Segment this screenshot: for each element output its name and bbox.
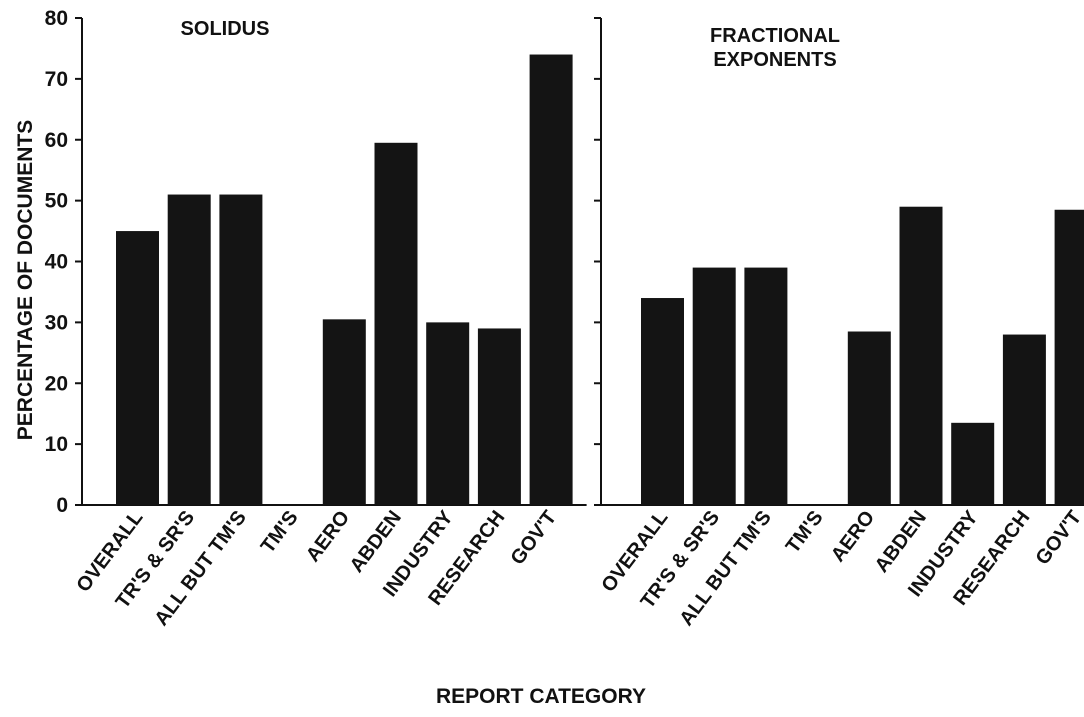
y-tick-label: 40	[45, 251, 68, 274]
fractional-bar-abden	[899, 206, 943, 505]
fractional-bar-research	[1002, 334, 1046, 505]
fractional-category-label-gov-t: GOV'T	[1032, 507, 1084, 569]
y-tick-label: 30	[45, 311, 68, 334]
solidus-bar-overall	[116, 231, 159, 505]
solidus-category-label-gov-t: GOV'T	[507, 507, 562, 569]
fractional-bar-aero	[847, 331, 891, 505]
y-tick-label: 80	[45, 7, 68, 30]
solidus-bar-tr-s-sr-s	[167, 194, 211, 505]
y-axis-title: PERCENTAGE OF DOCUMENTS	[14, 120, 37, 440]
solidus-bar-aero	[322, 319, 366, 505]
solidus-category-label-aero: AERO	[302, 507, 354, 566]
fractional-category-label-tm-s: TM'S	[782, 507, 828, 558]
solidus-category-label-all-but-tm-s: ALL BUT TM'S	[150, 507, 250, 630]
solidus-category-label-tm-s: TM'S	[257, 507, 303, 558]
y-tick-label: 50	[45, 190, 68, 213]
fractional-category-label-aero: AERO	[827, 507, 879, 566]
solidus-bar-research	[477, 328, 521, 505]
solidus-bar-all-but-tm-s	[219, 194, 263, 505]
fractional-bar-overall	[641, 298, 684, 505]
panel-title-line: EXPONENTS	[713, 49, 836, 71]
y-tick-label: 20	[45, 372, 68, 395]
fractional-bar-gov-t	[1054, 209, 1084, 505]
solidus-bar-industry	[426, 322, 470, 505]
fractional-bar-industry	[951, 422, 995, 505]
y-tick-label: 60	[45, 129, 68, 152]
y-tick-label: 70	[45, 68, 68, 91]
fractional-bar-all-but-tm-s	[744, 267, 788, 505]
fractional-bar-tr-s-sr-s	[692, 267, 736, 505]
solidus-bar-abden	[374, 142, 418, 505]
fractional-category-label-all-but-tm-s: ALL BUT TM'S	[675, 507, 775, 630]
panel-title-line: SOLIDUS	[181, 18, 270, 40]
solidus-bar-gov-t	[529, 54, 573, 506]
x-axis-title: REPORT CATEGORY	[436, 685, 646, 708]
y-tick-label: 0	[56, 494, 68, 517]
panel-title-line: FRACTIONAL	[710, 25, 840, 47]
y-tick-label: 10	[45, 433, 68, 456]
